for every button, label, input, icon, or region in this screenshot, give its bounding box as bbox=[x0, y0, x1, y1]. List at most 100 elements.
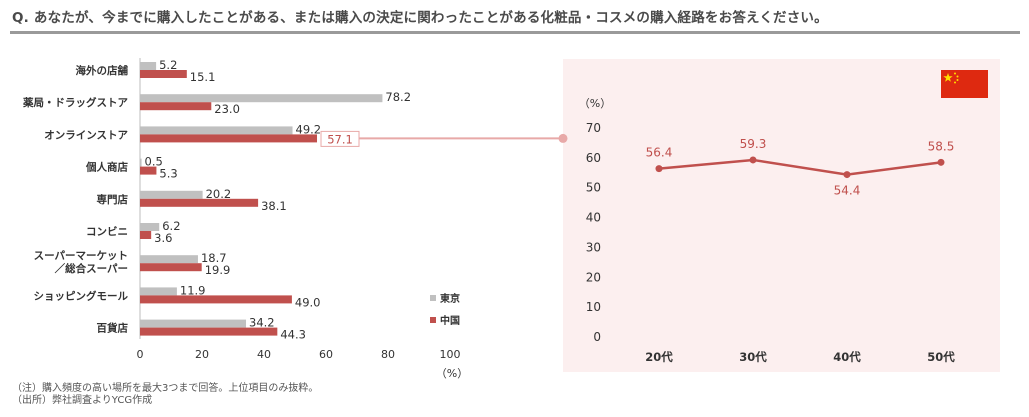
footnote-note: （注）購入頻度の高い場所を最大3つまで回答。上位項目のみ抜粋。 bbox=[12, 383, 319, 394]
bar-tokyo bbox=[140, 190, 203, 199]
data-label-china: 19.9 bbox=[205, 263, 231, 277]
legend-label-tokyo: 東京 bbox=[440, 292, 460, 305]
y-tick-label: 40 bbox=[586, 211, 601, 225]
category-label-line: コンビニ bbox=[86, 225, 128, 238]
data-label-tokyo: 49.2 bbox=[296, 122, 322, 136]
y-tick-label: 50 bbox=[586, 181, 601, 195]
bar-tokyo bbox=[140, 287, 177, 296]
x-tick-label: 30代 bbox=[739, 350, 767, 364]
bar-tokyo bbox=[140, 158, 142, 167]
connector-dot bbox=[558, 133, 568, 143]
y-tick-label: 0 bbox=[593, 330, 601, 344]
category-label-line: 薬局・ドラッグストア bbox=[22, 96, 128, 109]
category-label-line: ショッピングモール bbox=[34, 289, 129, 302]
line-chart: （%） 0 10 20 30 40 50 60 70 20代 30代 40代 50代 56.4 59.3 54… bbox=[579, 97, 955, 364]
legend-swatch-tokyo bbox=[430, 295, 436, 301]
data-point bbox=[749, 156, 757, 164]
category-label-line: オンラインストア bbox=[44, 129, 128, 141]
bar-china bbox=[140, 166, 157, 175]
category-label: 海外の店舗 bbox=[76, 64, 129, 77]
category-label-line: スーパーマーケット bbox=[34, 250, 128, 262]
bar-tokyo bbox=[140, 223, 160, 231]
data-label-tokyo: 20.2 bbox=[206, 187, 232, 201]
data-label: 56.4 bbox=[646, 146, 673, 160]
category-label-line: ／総合スーパー bbox=[55, 262, 128, 275]
x-tick-label: 20代 bbox=[645, 350, 673, 364]
bar-china bbox=[140, 231, 152, 239]
data-label-tokyo: 78.2 bbox=[385, 90, 411, 104]
y-tick-label: 60 bbox=[586, 151, 601, 165]
y-tick-label: 70 bbox=[586, 121, 601, 135]
bar-china bbox=[140, 70, 187, 78]
data-label-tokyo: 18.7 bbox=[201, 251, 227, 265]
data-label: 58.5 bbox=[928, 139, 955, 153]
data-label-china: 5.3 bbox=[159, 167, 177, 181]
category-label-line: 百貨店 bbox=[97, 322, 129, 335]
data-label-tokyo: 5.2 bbox=[159, 58, 177, 72]
category-label-line: 個人商店 bbox=[85, 161, 128, 174]
x-axis-unit: （%） bbox=[436, 367, 468, 380]
category-label: 専門店 bbox=[97, 193, 129, 206]
legend-swatch-china bbox=[430, 317, 436, 323]
category-label-line: 専門店 bbox=[97, 193, 129, 206]
x-tick-label: 40代 bbox=[833, 350, 861, 364]
data-point bbox=[655, 165, 663, 173]
category-label: コンビニ bbox=[86, 225, 128, 238]
china-flag-icon bbox=[941, 70, 988, 98]
age-panel-background bbox=[563, 59, 1000, 372]
bar-china bbox=[140, 134, 318, 143]
series-line-china bbox=[658, 158, 942, 176]
connector bbox=[359, 133, 568, 143]
data-label-china: 23.0 bbox=[214, 102, 240, 116]
data-label: 59.3 bbox=[740, 137, 767, 151]
category-label: オンラインストア bbox=[44, 129, 128, 141]
bar-tokyo bbox=[140, 62, 157, 70]
data-label-china: 57.1 bbox=[327, 132, 353, 146]
category-label-line: 海外の店舗 bbox=[76, 64, 129, 77]
footnote-source: （出所）弊社調査よりYCG作成 bbox=[12, 395, 153, 406]
data-label-tokyo: 11.9 bbox=[180, 283, 206, 297]
bar-china bbox=[140, 198, 259, 207]
x-tick-label: 50代 bbox=[927, 350, 955, 364]
bar-china bbox=[140, 102, 212, 111]
x-tick-label: 100 bbox=[440, 348, 461, 361]
category-label: 百貨店 bbox=[97, 322, 129, 335]
x-tick-label: 0 bbox=[137, 348, 144, 361]
title-divider bbox=[10, 31, 1020, 34]
x-tick-label: 20 bbox=[195, 348, 209, 361]
bar-tokyo bbox=[140, 255, 198, 264]
bar-tokyo bbox=[140, 126, 293, 135]
bar-china bbox=[140, 327, 278, 336]
data-point bbox=[843, 171, 851, 179]
bar-chart: 海外の店舗 5.2 15.1 薬局・ドラッグストア 78.2 23.0 オンラインストア 49… bbox=[22, 58, 468, 380]
bar-tokyo bbox=[140, 94, 383, 103]
category-label: ショッピングモール bbox=[34, 289, 129, 302]
data-label: 54.4 bbox=[834, 184, 861, 198]
footnotes: （注）購入頻度の高い場所を最大3つまで回答。上位項目のみ抜粋。 （出所）弊社調査… bbox=[12, 383, 318, 407]
data-label-china: 15.1 bbox=[190, 70, 216, 84]
data-label-tokyo: 6.2 bbox=[162, 219, 180, 233]
data-label-china: 49.0 bbox=[295, 295, 321, 309]
category-label: 薬局・ドラッグストア bbox=[22, 96, 128, 109]
y-axis-unit: （%） bbox=[579, 97, 611, 110]
y-tick-label: 10 bbox=[586, 300, 601, 314]
bar-tokyo bbox=[140, 319, 247, 328]
data-label-china: 44.3 bbox=[280, 328, 306, 342]
x-tick-label: 40 bbox=[257, 348, 271, 361]
legend-label-china: 中国 bbox=[440, 314, 460, 327]
bar-china bbox=[140, 263, 202, 272]
data-label-tokyo: 34.2 bbox=[249, 316, 275, 330]
bar-china bbox=[140, 295, 292, 304]
y-tick-label: 20 bbox=[586, 270, 601, 284]
data-label-tokyo: 0.5 bbox=[145, 155, 163, 169]
data-label-china: 3.6 bbox=[154, 231, 172, 245]
page-title: Q. あなたが、今までに購入したことがある、または購入の決定に関わったことがある… bbox=[12, 10, 828, 26]
y-tick-label: 30 bbox=[586, 240, 601, 254]
x-tick-label: 60 bbox=[319, 348, 333, 361]
category-label: 個人商店 bbox=[85, 161, 128, 174]
data-point bbox=[937, 158, 945, 166]
x-tick-label: 80 bbox=[381, 348, 395, 361]
data-label-china: 38.1 bbox=[261, 199, 287, 213]
category-label: スーパーマーケット／総合スーパー bbox=[34, 250, 128, 275]
